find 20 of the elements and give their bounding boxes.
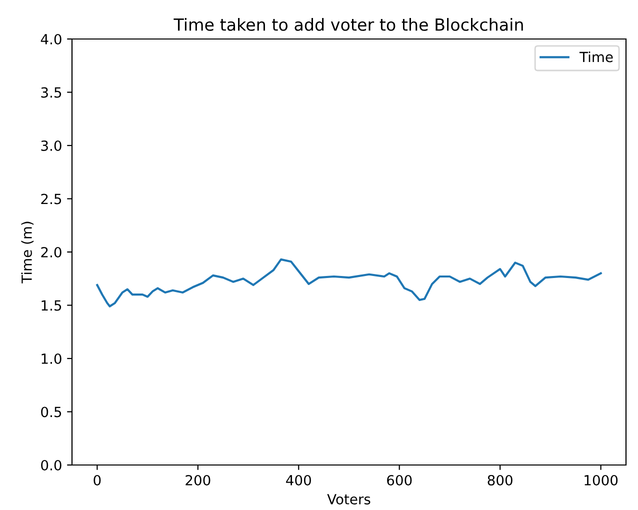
x-tick-label: 600	[387, 474, 412, 486]
chart-title: Time taken to add voter to the Blockchain	[174, 18, 523, 31]
line-series	[96, 258, 602, 308]
x-tick-label: 200	[186, 474, 210, 486]
x-tick-label: 1000	[584, 474, 618, 486]
x-tick-label: 0	[94, 474, 101, 486]
y-tick-label: 4.0	[40, 34, 62, 44]
y-tick-label: 2.5	[41, 194, 62, 204]
y-tick-label: 1.5	[42, 300, 62, 311]
y-tick-label: 0.5	[41, 406, 62, 418]
x-axis-title: Voters	[327, 494, 370, 504]
y-tick-label: 2.0	[41, 246, 62, 258]
y-tick-label: 3.5	[41, 87, 62, 98]
legend-label: Time	[579, 52, 613, 62]
y-tick-label: 0.0	[41, 460, 62, 470]
x-tick-label: 400	[286, 474, 311, 486]
y-tick-label: 3.0	[41, 140, 62, 151]
x-tick-label: 800	[488, 474, 512, 486]
y-axis-title: Time (m)	[21, 222, 34, 284]
y-tick-label: 1.0	[42, 353, 62, 364]
